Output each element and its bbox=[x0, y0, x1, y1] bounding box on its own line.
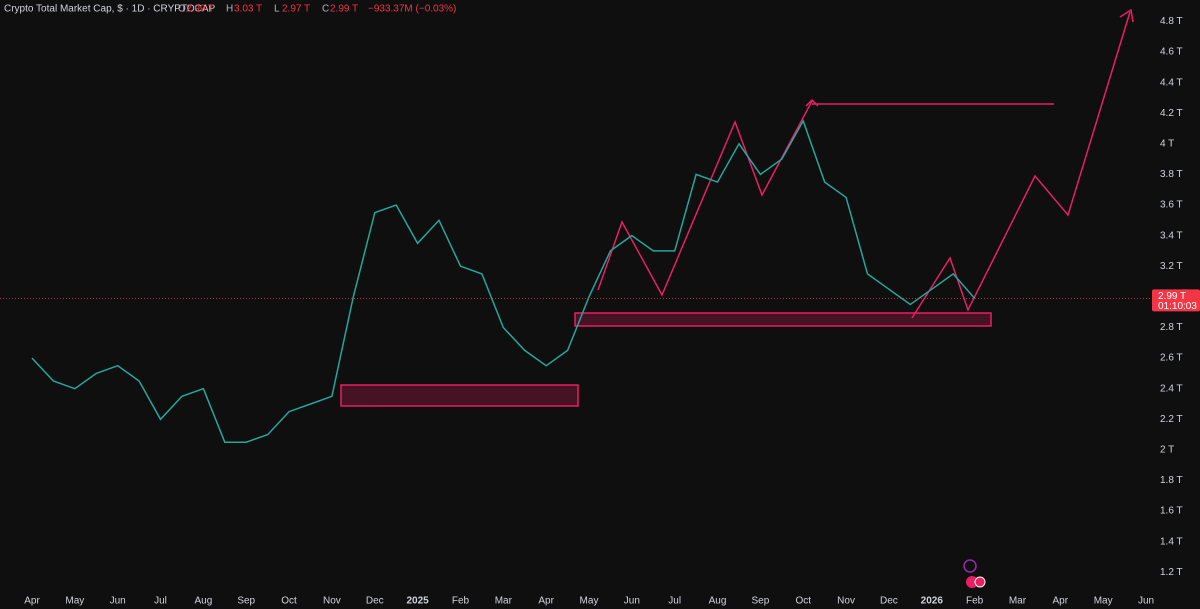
ohlc-key: L bbox=[274, 4, 280, 15]
y-tick-label: 4.2 T bbox=[1160, 108, 1183, 119]
x-tick-label: Aug bbox=[709, 596, 727, 607]
x-tick-label: Dec bbox=[880, 596, 898, 607]
y-tick-label: 2.2 T bbox=[1160, 414, 1183, 425]
y-tick-label: 3.4 T bbox=[1160, 230, 1183, 241]
x-tick-label: 2026 bbox=[921, 596, 944, 607]
x-tick-label: May bbox=[580, 596, 599, 607]
y-tick-label: 2.4 T bbox=[1160, 383, 1183, 394]
y-tick-label: 1.2 T bbox=[1160, 567, 1183, 578]
y-tick-label: 2 T bbox=[1160, 445, 1174, 456]
ohlc-value: 2.97 T bbox=[282, 4, 310, 15]
event-icon[interactable] bbox=[966, 576, 978, 588]
price-tag-label: 2.99 T bbox=[1158, 291, 1186, 302]
x-tick-label: Jul bbox=[668, 596, 681, 607]
ohlc-key: H bbox=[226, 4, 233, 15]
x-tick-label: Apr bbox=[24, 596, 40, 607]
zone-box bbox=[574, 312, 992, 327]
y-tick-label: 1.4 T bbox=[1160, 536, 1183, 547]
y-tick-label: 3.2 T bbox=[1160, 261, 1183, 272]
zigzag bbox=[597, 100, 813, 297]
arrow-head bbox=[805, 98, 819, 107]
x-tick-label: May bbox=[65, 596, 84, 607]
header: Crypto Total Market Cap, $ · 1D · CRYPTO… bbox=[4, 4, 456, 15]
y-tick-label: 2.8 T bbox=[1160, 322, 1183, 333]
x-tick-label: Dec bbox=[366, 596, 384, 607]
x-tick-label: Nov bbox=[837, 596, 855, 607]
y-tick-label: 4 T bbox=[1160, 138, 1174, 149]
y-tick-label: 3.8 T bbox=[1160, 169, 1183, 180]
y-tick-label: 3.6 T bbox=[1160, 200, 1183, 211]
chart-title: Crypto Total Market Cap, $ · 1D · CRYPTO… bbox=[4, 4, 216, 15]
y-tick-label: 4.8 T bbox=[1160, 16, 1183, 27]
x-tick-label: Jun bbox=[624, 596, 640, 607]
countdown: 01:10:03 bbox=[1158, 301, 1197, 312]
price-line bbox=[31, 119, 976, 443]
x-tick-label: Mar bbox=[495, 596, 513, 607]
x-tick-label: Jul bbox=[154, 596, 167, 607]
x-tick-label: Jun bbox=[1138, 596, 1154, 607]
x-tick-label: 2025 bbox=[406, 596, 429, 607]
x-tick-label: Nov bbox=[323, 596, 341, 607]
ohlc-key: O bbox=[178, 4, 186, 15]
x-tick-label: Sep bbox=[751, 596, 769, 607]
x-tick-label: Apr bbox=[1053, 596, 1069, 607]
ohlc-value: 2.99 T bbox=[330, 4, 358, 15]
arrow-head bbox=[1119, 8, 1134, 23]
ohlc-value: 2.99 T bbox=[186, 4, 214, 15]
drawings bbox=[340, 8, 1134, 407]
y-tick-label: 2.6 T bbox=[1160, 353, 1183, 364]
y-tick-label: 1.6 T bbox=[1160, 506, 1183, 517]
x-tick-label: Feb bbox=[452, 596, 470, 607]
event-icon[interactable] bbox=[974, 576, 986, 588]
zone-box bbox=[340, 384, 579, 407]
x-tick-label: Oct bbox=[281, 596, 297, 607]
x-tick-label: Apr bbox=[538, 596, 554, 607]
y-tick-label: 1.8 T bbox=[1160, 475, 1183, 486]
x-tick-label: Feb bbox=[966, 596, 984, 607]
x-tick-label: Oct bbox=[795, 596, 811, 607]
projection bbox=[911, 11, 1131, 319]
ohlc-value: 3.03 T bbox=[234, 4, 262, 15]
x-tick-label: Jun bbox=[110, 596, 126, 607]
x-tick-label: Aug bbox=[194, 596, 212, 607]
y-tick-label: 4.4 T bbox=[1160, 77, 1183, 88]
ohlc-key: C bbox=[322, 4, 329, 15]
change: −933.37M (−0.03%) bbox=[368, 4, 456, 15]
x-tick-label: May bbox=[1094, 596, 1113, 607]
x-tick-label: Sep bbox=[237, 596, 255, 607]
x-tick-label: Mar bbox=[1009, 596, 1027, 607]
price-tag bbox=[1152, 289, 1200, 312]
event-icon[interactable] bbox=[963, 559, 977, 573]
y-tick-label: 4.6 T bbox=[1160, 47, 1183, 58]
